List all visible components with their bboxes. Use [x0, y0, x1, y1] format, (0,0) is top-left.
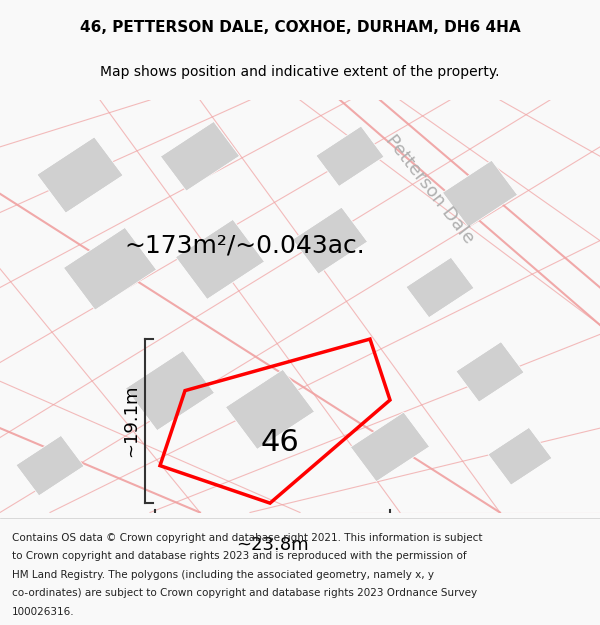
- Text: 100026316.: 100026316.: [12, 607, 74, 617]
- Text: 46, PETTERSON DALE, COXHOE, DURHAM, DH6 4HA: 46, PETTERSON DALE, COXHOE, DURHAM, DH6 …: [80, 21, 520, 36]
- Polygon shape: [226, 369, 314, 449]
- Text: HM Land Registry. The polygons (including the associated geometry, namely x, y: HM Land Registry. The polygons (includin…: [12, 570, 434, 580]
- Polygon shape: [456, 342, 524, 402]
- Polygon shape: [160, 121, 239, 191]
- Polygon shape: [350, 412, 430, 482]
- Text: to Crown copyright and database rights 2023 and is reproduced with the permissio: to Crown copyright and database rights 2…: [12, 551, 467, 561]
- Polygon shape: [16, 436, 84, 496]
- Text: ~23.8m: ~23.8m: [236, 536, 309, 554]
- Polygon shape: [176, 219, 265, 299]
- Text: ~173m²/~0.043ac.: ~173m²/~0.043ac.: [125, 233, 365, 258]
- Text: ~19.1m: ~19.1m: [122, 385, 140, 458]
- Polygon shape: [488, 428, 552, 485]
- Polygon shape: [406, 258, 474, 318]
- Polygon shape: [64, 228, 157, 310]
- Text: Map shows position and indicative extent of the property.: Map shows position and indicative extent…: [100, 65, 500, 79]
- Polygon shape: [316, 126, 384, 186]
- Polygon shape: [443, 161, 517, 227]
- Polygon shape: [37, 137, 123, 213]
- Polygon shape: [293, 208, 367, 274]
- Text: Contains OS data © Crown copyright and database right 2021. This information is : Contains OS data © Crown copyright and d…: [12, 532, 482, 542]
- Text: 46: 46: [260, 429, 299, 458]
- Text: Petterson Dale: Petterson Dale: [382, 131, 478, 247]
- Text: co-ordinates) are subject to Crown copyright and database rights 2023 Ordnance S: co-ordinates) are subject to Crown copyr…: [12, 589, 477, 599]
- Polygon shape: [125, 351, 214, 431]
